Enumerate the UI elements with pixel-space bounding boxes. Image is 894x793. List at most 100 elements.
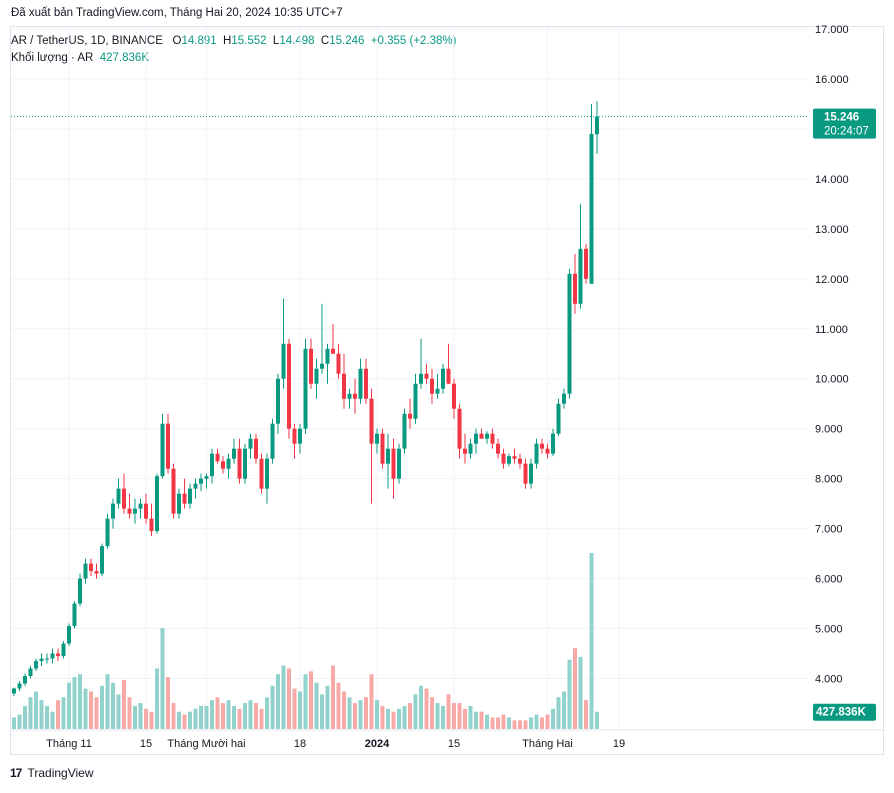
x-tick-label: Tháng Mười hai: [167, 738, 245, 750]
volume-bar: [435, 703, 440, 729]
candle-body: [144, 503, 148, 519]
volume-bar: [50, 711, 55, 729]
symbol-title[interactable]: AR / TetherUS, 1D, BINANCE: [11, 35, 163, 47]
candle-body: [562, 393, 566, 404]
candle-body: [248, 438, 253, 449]
candle-body: [430, 378, 434, 394]
candle-body: [215, 453, 220, 462]
volume-bar: [298, 691, 302, 729]
volume-bar: [149, 711, 154, 729]
candle-body: [303, 348, 308, 429]
volume-bar: [226, 700, 231, 729]
volume-bar: [204, 705, 209, 729]
candle-body: [534, 443, 539, 464]
footer-brand[interactable]: 17 TradingView: [10, 766, 94, 780]
candle-body: [100, 546, 104, 574]
volume-bar: [457, 703, 462, 729]
volume-bar: [402, 705, 407, 729]
open-value: 14.891: [181, 35, 217, 47]
volume-bar: [490, 717, 495, 729]
change-value: +0.355 (+2.38%): [370, 35, 457, 47]
low-label: L: [272, 35, 280, 47]
candle-body: [309, 348, 313, 384]
close-value: 15.246: [329, 35, 365, 47]
volume-bar: [78, 674, 82, 729]
y-tick-label: 4.000: [815, 674, 843, 686]
candle-body: [545, 448, 550, 454]
volume-bar: [452, 703, 456, 729]
volume-bar: [232, 705, 236, 729]
volume-bar: [215, 697, 220, 729]
volume-bar: [116, 694, 121, 729]
volume-bar: [358, 700, 363, 729]
volume-bar: [441, 705, 445, 729]
y-tick-label: 17.000: [815, 24, 849, 36]
candle-body: [380, 433, 385, 464]
volume-bar: [210, 700, 214, 729]
x-tick-label: 18: [294, 738, 306, 750]
candle-body: [78, 578, 82, 604]
candle-body: [17, 683, 22, 689]
volume-label[interactable]: Khối lượng · AR: [11, 52, 94, 64]
volume-bar: [397, 708, 401, 729]
candle-body: [188, 488, 192, 504]
volume-bar: [347, 697, 352, 729]
candle-body: [342, 373, 346, 399]
volume-bar: [111, 682, 115, 729]
candle-body: [122, 488, 126, 509]
candle-body: [402, 413, 407, 449]
volume-bar: [133, 705, 137, 729]
volume-bar: [369, 674, 374, 729]
close-label: C: [320, 35, 330, 47]
open-label: O: [172, 35, 182, 47]
volume-bar: [45, 705, 49, 729]
candle-body: [490, 433, 495, 444]
volume-bar: [496, 717, 500, 729]
candle-body: [446, 368, 451, 384]
volume-bar: [336, 682, 341, 729]
candle-body: [105, 518, 110, 547]
volume-bar: [61, 697, 66, 729]
symbol-legend: AR / TetherUS, 1D, BINANCE O14.891 H15.5…: [11, 35, 456, 47]
volume-bar: [468, 705, 473, 729]
candle-body: [457, 408, 462, 449]
candle-body: [529, 463, 533, 484]
volume-bar: [243, 703, 247, 729]
candle-body: [369, 398, 374, 444]
candle-body: [589, 133, 594, 284]
candle-body: [116, 488, 121, 504]
high-label: H: [223, 35, 232, 47]
candle-body: [133, 508, 137, 514]
candle-body: [419, 373, 423, 384]
volume-bar: [221, 703, 225, 729]
volume-bar: [144, 708, 148, 729]
volume-bar: [353, 703, 357, 729]
price-badge: [813, 108, 876, 139]
candle-body: [479, 433, 484, 439]
candle-body: [182, 493, 187, 504]
volume-bar: [331, 665, 335, 729]
volume-bar: [595, 711, 599, 729]
candle-body: [193, 483, 198, 489]
candle-body: [270, 423, 275, 459]
x-tick-label: 15: [140, 738, 152, 750]
volume-bar: [540, 717, 544, 729]
volume-legend: Khối lượng · AR 427.836K: [11, 52, 149, 64]
candle-body: [292, 428, 297, 444]
candle-body: [221, 461, 225, 469]
candle-body: [485, 433, 489, 439]
volume-bar: [534, 714, 539, 729]
candle-body: [507, 456, 511, 464]
candle-body: [441, 368, 445, 389]
published-note: Đã xuất bản TradingView.com, Tháng Hai 2…: [11, 7, 343, 19]
volume-bar: [512, 720, 517, 729]
volume-bar: [584, 700, 588, 729]
volume-bar: [155, 668, 159, 729]
candle-body: [61, 643, 66, 657]
candle-body: [298, 428, 302, 444]
candle-body: [413, 383, 418, 419]
candle-body: [39, 658, 44, 662]
volume-bar: [270, 685, 275, 729]
candle-body: [160, 423, 165, 477]
